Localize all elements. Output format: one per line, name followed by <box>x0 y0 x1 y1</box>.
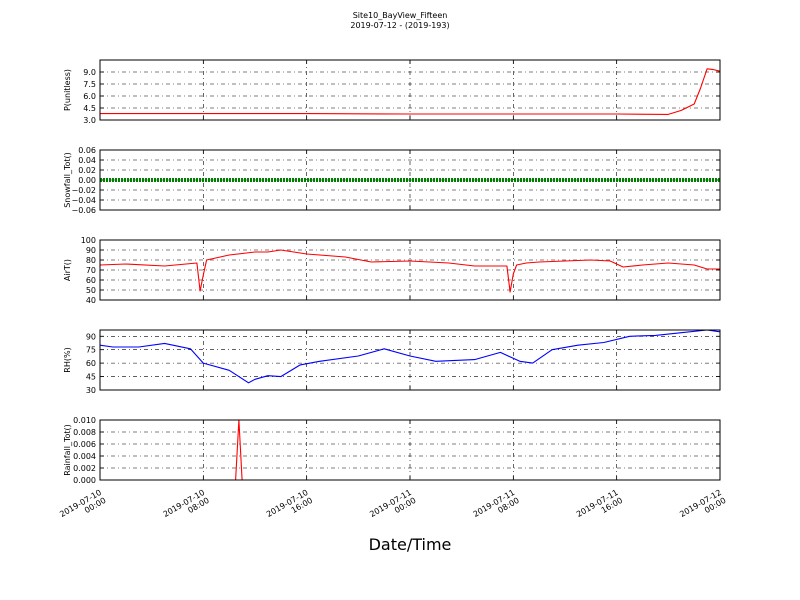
y-tick-label-4: 0.02 <box>78 166 96 175</box>
x-tick-label-3: 2019-07-1100:00 <box>368 488 417 527</box>
panel-frame <box>99 329 721 391</box>
y-tick-label-4: 90 <box>86 332 96 341</box>
y-axis-title: Rainfall_Tot() <box>63 424 72 476</box>
y-tick-label-5: 0.010 <box>73 416 96 425</box>
panel-frame <box>99 419 721 481</box>
y-tick-label-5: 90 <box>86 246 96 255</box>
panel-5: 0.000 0.002 0.004 0.006 0.008 0.010Rainfall_T… <box>63 416 721 485</box>
x-tick-label-2: 2019-07-1016:00 <box>265 488 314 527</box>
panel-frame <box>99 59 721 121</box>
y-tick-label-3: 75 <box>86 346 96 355</box>
series-line-0 <box>99 329 721 384</box>
x-tick-label-4: 2019-07-1108:00 <box>472 488 521 527</box>
y-tick-label-1: 45 <box>86 373 96 382</box>
x-tick-label-6: 2019-07-1200:00 <box>678 488 727 527</box>
x-axis-title: Date/Time <box>369 535 452 554</box>
y-tick-label-4: 80 <box>86 256 96 265</box>
y-tick-label-5: 0.04 <box>78 156 96 165</box>
x-tick-label-0: 2019-07-1000:00 <box>58 488 107 527</box>
y-tick-label-2: −0.02 <box>71 186 96 195</box>
y-tick-label-0: 3.0 <box>83 116 96 125</box>
panel-1: 3.0 4.5 6.0 7.5 9.0 P(unitless) <box>63 59 721 125</box>
panel-2: −0.06−0.04−0.020.000.020.040.06 Snowfall_… <box>63 146 721 215</box>
chart-title-line2: 2019-07-12 - (2019-193) <box>350 21 450 30</box>
y-axis-title: AirT() <box>63 259 72 281</box>
y-tick-label-0: 40 <box>86 296 96 305</box>
y-tick-label-1: 0.002 <box>73 464 96 473</box>
series-line-0 <box>99 249 720 293</box>
panel-frame <box>99 239 721 301</box>
chart-title: Site10_BayView_Fifteen 2019-07-12 - (201… <box>0 11 800 31</box>
y-tick-label-1: 50 <box>86 286 96 295</box>
y-tick-label-4: 0.008 <box>73 428 96 437</box>
series-line-0 <box>100 68 721 115</box>
y-tick-label-6: 0.06 <box>78 146 96 155</box>
y-tick-label-1: −0.04 <box>71 196 96 205</box>
y-tick-label-2: 60 <box>86 359 96 368</box>
chart-title-line1: Site10_BayView_Fifteen <box>352 11 448 20</box>
y-tick-label-4: 9.0 <box>83 68 96 77</box>
y-tick-label-0: 30 <box>86 386 96 395</box>
y-tick-label-2: 60 <box>86 276 96 285</box>
y-axis-title: P(unitless) <box>63 69 72 111</box>
y-tick-label-0: −0.06 <box>71 206 96 215</box>
y-tick-label-3: 0.00 <box>78 176 96 185</box>
y-tick-label-3: 7.5 <box>83 80 96 89</box>
y-axis-title: RH(%) <box>63 347 72 372</box>
y-tick-label-0: 0.000 <box>73 476 96 485</box>
y-tick-label-2: 0.004 <box>73 452 96 461</box>
panel-4: 30 45 60 75 90 RH(%) <box>63 329 721 395</box>
x-tick-label-1: 2019-07-1008:00 <box>162 488 211 527</box>
y-tick-label-2: 6.0 <box>83 92 96 101</box>
panel-frame <box>99 149 721 211</box>
y-tick-label-3: 0.006 <box>73 440 96 449</box>
y-axis-title: Snowfall_Tot() <box>63 152 72 208</box>
y-tick-label-1: 4.5 <box>83 104 96 113</box>
y-tick-label-6: 100 <box>81 236 96 245</box>
y-tick-label-3: 70 <box>86 266 96 275</box>
x-tick-label-5: 2019-07-1116:00 <box>575 488 624 527</box>
